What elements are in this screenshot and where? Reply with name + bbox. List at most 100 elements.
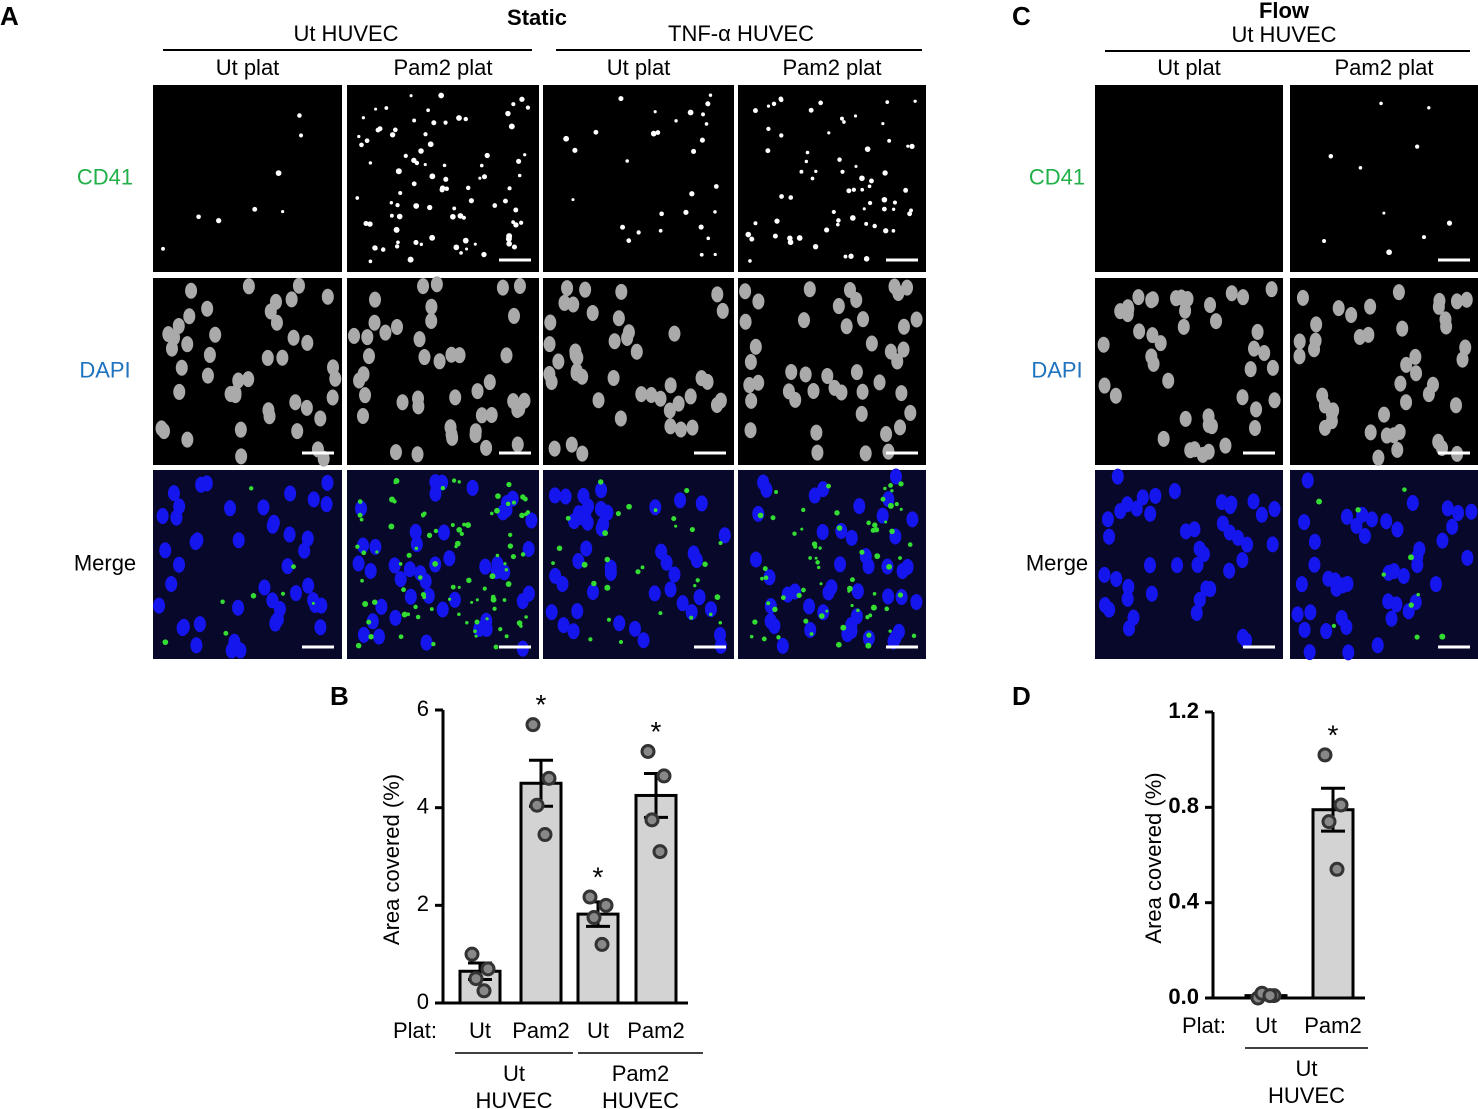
data-point: [652, 844, 668, 860]
nucleus: [234, 642, 247, 659]
nucleus: [687, 545, 700, 562]
nucleus: [155, 420, 168, 437]
platelet: [398, 562, 403, 566]
nucleus: [674, 492, 687, 509]
nucleus: [525, 512, 538, 529]
nucleus: [1413, 541, 1426, 558]
row-label: CD41: [1029, 164, 1085, 189]
platelet: [869, 178, 874, 184]
nucleus: [739, 283, 752, 300]
platelet: [433, 528, 439, 534]
nucleus: [654, 390, 667, 407]
nucleus: [853, 498, 866, 515]
nucleus: [850, 364, 863, 381]
nucleus: [1310, 316, 1323, 333]
nucleus: [1146, 327, 1159, 344]
platelet: [357, 499, 363, 504]
column-label: Pam2 plat: [393, 55, 492, 80]
nucleus: [261, 349, 274, 366]
platelet: [1408, 554, 1414, 561]
platelet: [450, 523, 455, 527]
platelet: [653, 508, 658, 513]
nucleus: [1190, 604, 1203, 621]
platelet: [519, 220, 524, 225]
significance: *: [1328, 719, 1339, 750]
nucleus: [1223, 562, 1236, 579]
platelet: [874, 553, 881, 560]
platelet: [505, 110, 511, 117]
nucleus: [496, 279, 509, 296]
nucleus: [348, 327, 361, 344]
platelet: [465, 185, 471, 191]
platelet: [870, 527, 876, 533]
platelet: [713, 210, 717, 214]
nucleus: [1446, 518, 1459, 535]
nucleus: [289, 394, 302, 411]
nucleus: [840, 318, 853, 335]
nucleus: [663, 402, 676, 419]
data-point: [529, 797, 545, 813]
nucleus: [1380, 427, 1393, 444]
nucleus: [803, 598, 816, 615]
nucleus: [1364, 424, 1377, 441]
nucleus: [511, 436, 524, 453]
platelet: [371, 599, 378, 605]
nucleus: [411, 446, 424, 463]
nucleus: [1204, 297, 1217, 314]
nucleus: [1378, 406, 1391, 423]
nucleus: [225, 642, 238, 659]
nucleus: [412, 398, 425, 415]
platelet: [655, 130, 661, 135]
platelet: [801, 507, 806, 513]
nucleus: [592, 392, 605, 409]
nucleus: [159, 542, 172, 559]
nucleus: [1391, 441, 1404, 458]
platelet: [1381, 572, 1386, 577]
platelet: [427, 141, 434, 148]
platelet: [495, 553, 500, 558]
platelet: [909, 208, 913, 213]
nucleus: [301, 530, 314, 547]
nucleus: [1216, 515, 1229, 532]
platelet: [368, 161, 373, 165]
nucleus: [711, 286, 724, 303]
platelet: [718, 620, 723, 625]
y-axis-label: Area covered (%): [379, 774, 404, 945]
platelet: [450, 213, 456, 220]
nucleus: [561, 280, 574, 297]
nucleus: [445, 426, 458, 443]
column-label: Ut plat: [1157, 55, 1221, 80]
platelet: [846, 188, 852, 194]
platelet: [520, 552, 526, 557]
platelet: [418, 575, 423, 580]
nucleus: [1241, 536, 1254, 553]
data-point: [480, 961, 496, 977]
nucleus: [436, 474, 449, 491]
nucleus: [269, 293, 282, 310]
platelet: [414, 160, 420, 166]
nucleus: [1429, 576, 1442, 593]
nucleus: [714, 392, 727, 409]
platelet: [658, 228, 663, 233]
data-point: [1329, 861, 1345, 877]
platelet: [393, 481, 397, 485]
platelet: [913, 99, 917, 103]
nucleus: [865, 335, 878, 352]
nucleus: [1188, 441, 1201, 458]
platelet: [704, 122, 709, 126]
platelet: [689, 191, 695, 197]
platelet: [776, 635, 781, 640]
platelet: [412, 118, 417, 123]
nucleus: [1335, 610, 1348, 627]
platelet: [406, 552, 412, 558]
nucleus: [1382, 564, 1395, 581]
nucleus: [1320, 623, 1333, 640]
data-point: [640, 744, 656, 760]
nucleus: [375, 598, 388, 615]
platelet: [489, 573, 496, 580]
platelet: [588, 637, 593, 642]
significance: *: [651, 716, 662, 747]
platelet: [475, 598, 479, 602]
platelet: [766, 126, 771, 132]
platelet: [470, 600, 474, 604]
